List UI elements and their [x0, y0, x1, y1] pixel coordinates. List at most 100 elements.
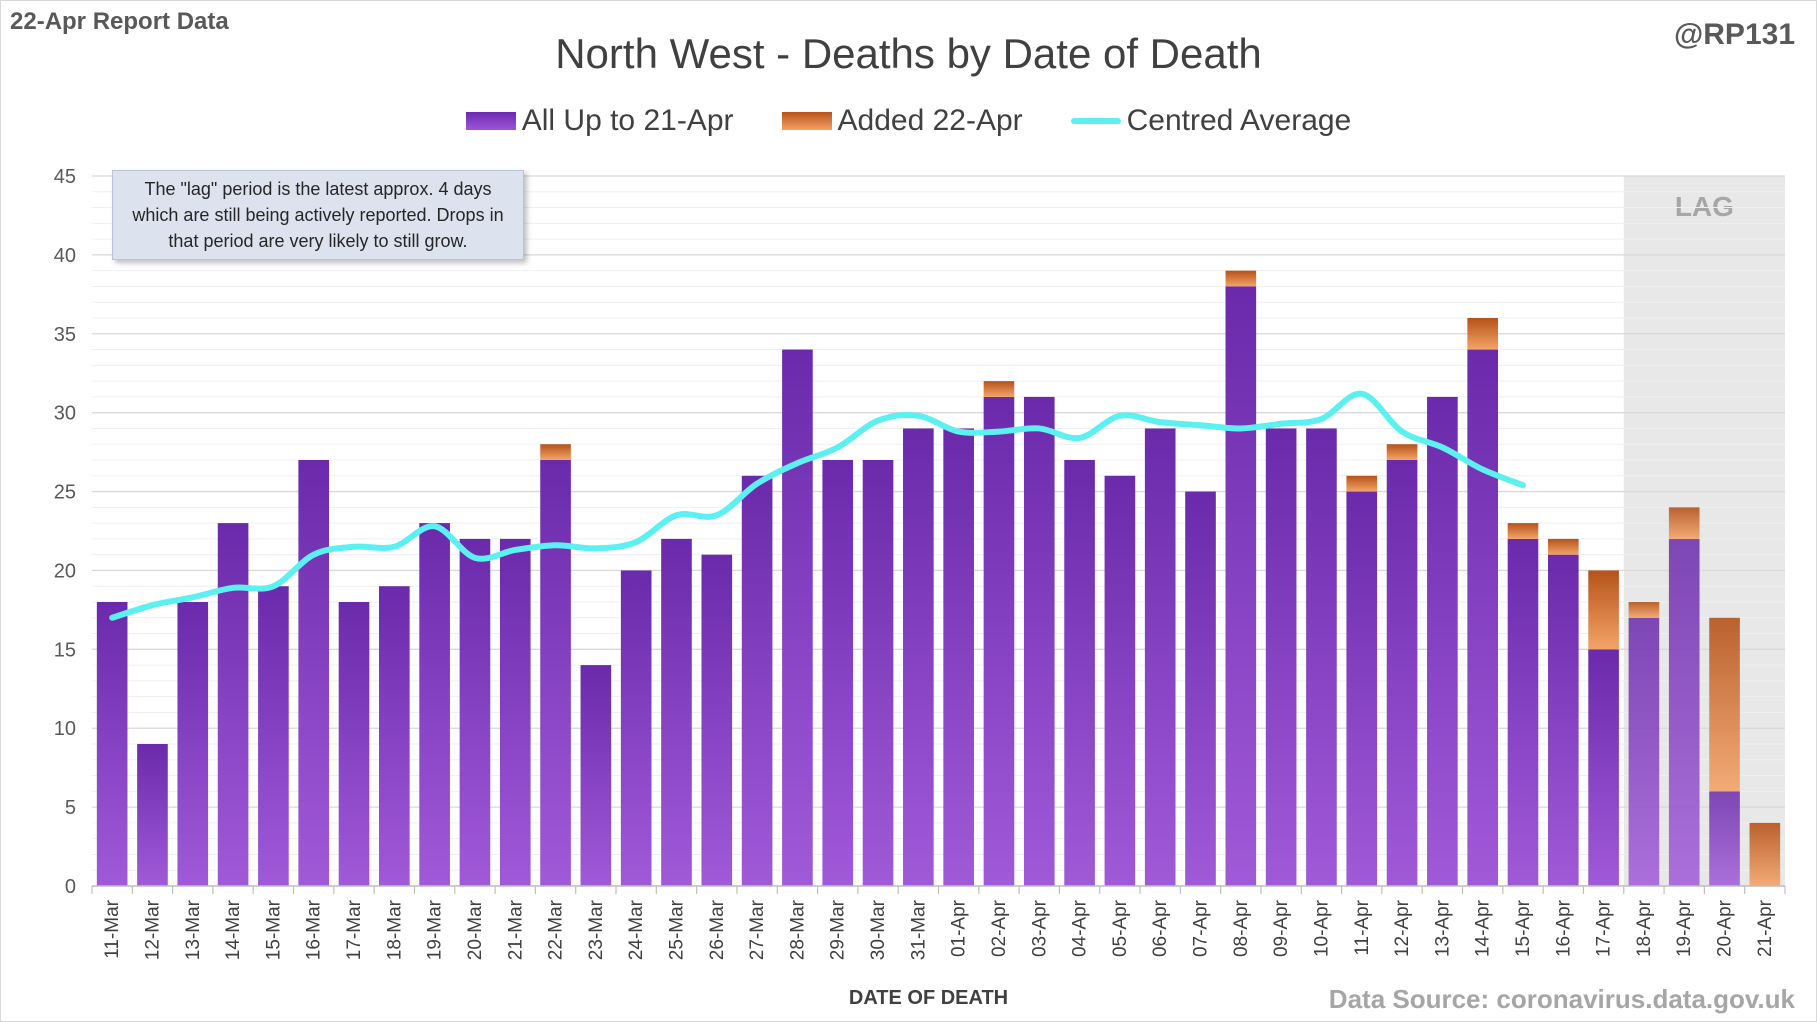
bar-all-14-Apr: [1467, 349, 1498, 886]
bar-all-17-Apr: [1588, 649, 1619, 886]
x-tick-label: 15-Mar: [263, 899, 284, 960]
y-tick-label: 5: [65, 797, 76, 819]
y-tick-label: 25: [54, 482, 76, 504]
bar-added-08-Apr: [1225, 270, 1257, 287]
x-tick-label: 24-Mar: [626, 899, 647, 960]
bar-all-10-Apr: [1306, 428, 1337, 886]
bar-all-20-Apr: [1709, 791, 1740, 886]
bar-added-19-Apr: [1668, 507, 1700, 539]
bar-all-09-Apr: [1265, 428, 1297, 886]
bar-all-24-Mar: [620, 570, 652, 886]
bar-all-21-Mar: [499, 538, 531, 886]
x-tick-label: 09-Apr: [1271, 899, 1292, 957]
y-tick-label: 30: [54, 403, 76, 425]
y-tick-label: 0: [65, 876, 76, 898]
x-tick-label: 11-Apr: [1352, 899, 1373, 955]
x-tick-label: 13-Mar: [183, 899, 204, 960]
x-tick-label: 12-Apr: [1392, 899, 1413, 957]
x-tick-label: 27-Mar: [747, 899, 768, 960]
y-tick-label: 20: [54, 560, 76, 582]
x-tick-label: 25-Mar: [666, 899, 687, 960]
x-tick-label: 12-Mar: [142, 899, 163, 960]
bar-all-23-Mar: [580, 665, 612, 886]
bar-added-12-Apr: [1386, 444, 1418, 460]
legend: All Up to 21-Apr Added 22-Apr Centred Av…: [0, 104, 1817, 138]
bar-all-06-Apr: [1144, 428, 1176, 886]
x-tick-label: 07-Apr: [1191, 899, 1212, 957]
bar-all-18-Apr: [1628, 617, 1660, 886]
x-tick-label: 03-Apr: [1029, 899, 1050, 957]
bar-all-19-Mar: [419, 523, 450, 886]
y-tick-label: 10: [54, 718, 76, 740]
bar-added-21-Apr: [1749, 822, 1781, 886]
bar-all-04-Apr: [1064, 460, 1095, 886]
x-tick-label: 28-Mar: [787, 899, 808, 960]
x-tick-label: 05-Apr: [1110, 899, 1131, 957]
bar-all-30-Mar: [862, 460, 894, 886]
lag-label: LAG: [1675, 191, 1734, 222]
bar-all-20-Mar: [459, 538, 491, 886]
bar-added-17-Apr: [1588, 570, 1619, 650]
bar-added-20-Apr: [1709, 617, 1740, 792]
x-tick-label: 11-Mar: [102, 899, 123, 958]
data-source: Data Source: coronavirus.data.gov.uk: [1328, 984, 1795, 1014]
bar-all-18-Mar: [379, 586, 410, 886]
bar-all-19-Apr: [1668, 538, 1700, 886]
bar-added-14-Apr: [1467, 318, 1498, 350]
bar-all-13-Mar: [177, 602, 209, 886]
x-tick-label: 21-Mar: [505, 899, 526, 960]
bar-all-02-Apr: [983, 396, 1015, 886]
legend-item-average: Centred Average: [1070, 104, 1352, 138]
y-tick-label: 45: [54, 166, 76, 188]
x-tick-label: 29-Mar: [828, 899, 849, 960]
bar-added-15-Apr: [1507, 523, 1539, 539]
x-tick-label: 21-Apr: [1755, 899, 1776, 957]
legend-swatch-all: [465, 112, 516, 130]
x-tick-label: 06-Apr: [1150, 899, 1171, 957]
legend-swatch-added: [781, 112, 832, 130]
bar-added-11-Apr: [1346, 475, 1378, 492]
bar-all-03-Apr: [1023, 396, 1055, 886]
bar-all-31-Mar: [903, 428, 934, 886]
bar-all-26-Mar: [701, 554, 733, 886]
y-tick-label: 35: [54, 324, 76, 346]
x-tick-label: 23-Mar: [586, 899, 607, 960]
bar-all-12-Mar: [137, 744, 168, 886]
x-tick-label: 19-Mar: [425, 899, 446, 960]
bar-all-15-Mar: [258, 586, 289, 886]
legend-swatch-average: [1070, 118, 1121, 124]
bar-all-11-Mar: [96, 602, 128, 886]
legend-item-added: Added 22-Apr: [781, 104, 1023, 138]
bar-all-01-Apr: [943, 428, 974, 886]
x-tick-label: 14-Mar: [223, 899, 244, 960]
x-tick-label: 22-Mar: [546, 899, 567, 960]
bar-all-17-Mar: [338, 602, 370, 886]
x-tick-label: 02-Apr: [989, 899, 1010, 957]
x-tick-label: 15-Apr: [1513, 899, 1534, 957]
bar-all-25-Mar: [661, 538, 692, 886]
legend-label-average: Centred Average: [1126, 104, 1352, 137]
report-label: 22-Apr Report Data: [10, 8, 229, 35]
bar-all-11-Apr: [1346, 491, 1378, 886]
x-tick-label: 26-Mar: [707, 899, 728, 960]
x-tick-label: 16-Mar: [304, 899, 325, 960]
x-tick-label: 19-Apr: [1674, 899, 1695, 957]
y-tick-label: 40: [54, 245, 76, 267]
bar-all-27-Mar: [741, 475, 773, 886]
x-tick-label: 18-Apr: [1634, 899, 1655, 957]
chart-title: North West - Deaths by Date of Death: [555, 30, 1262, 77]
bar-all-28-Mar: [782, 349, 813, 886]
x-tick-label: 20-Apr: [1715, 899, 1736, 957]
y-tick-label: 15: [54, 639, 76, 661]
x-tick-label: 13-Apr: [1432, 899, 1453, 957]
author-handle: @RP131: [1674, 18, 1795, 51]
x-tick-label: 01-Apr: [949, 899, 970, 957]
x-tick-label: 17-Apr: [1594, 899, 1615, 957]
bar-all-08-Apr: [1225, 286, 1257, 886]
bar-all-16-Mar: [298, 460, 330, 886]
centred-average-line: [109, 390, 1526, 621]
bar-all-29-Mar: [822, 460, 854, 886]
bar-all-15-Apr: [1507, 538, 1539, 886]
bar-added-18-Apr: [1628, 602, 1660, 618]
